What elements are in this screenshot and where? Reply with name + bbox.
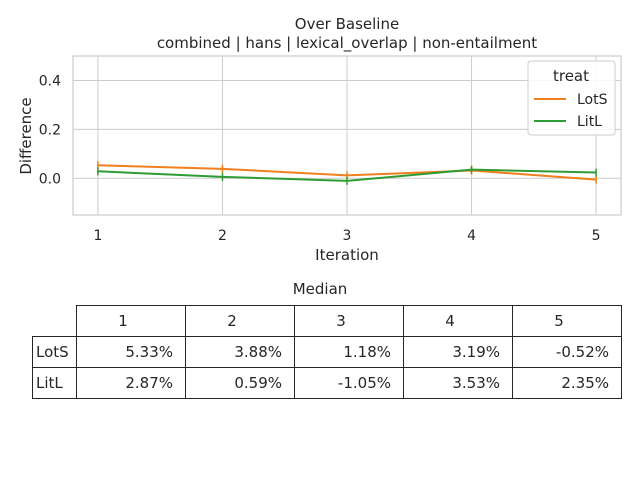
y-tick-label: 0.0 bbox=[39, 171, 61, 187]
table-cell: 2.35% bbox=[512, 366, 622, 399]
y-axis-label: Difference bbox=[17, 97, 35, 174]
legend: treat LotS LitL bbox=[527, 60, 616, 136]
legend-label-LitL: LitL bbox=[577, 114, 602, 130]
table-row: LotS 5.33% 3.88% 1.18% 3.19% -0.52% bbox=[32, 335, 622, 368]
y-tick-label: 0.4 bbox=[39, 73, 61, 89]
table-cell: -0.52% bbox=[512, 335, 622, 368]
row-header: LitL bbox=[32, 366, 77, 399]
row-header: LotS bbox=[32, 335, 77, 368]
column-header: 2 bbox=[185, 305, 295, 337]
table-cell: 1.18% bbox=[294, 335, 404, 368]
column-header: 5 bbox=[512, 305, 622, 337]
table-cell: 0.59% bbox=[185, 366, 295, 399]
table-row: LitL 2.87% 0.59% -1.05% 3.53% 2.35% bbox=[32, 366, 622, 399]
line-chart: Over Baseline combined | hans | lexical_… bbox=[17, 15, 622, 264]
x-axis-label: Iteration bbox=[315, 246, 379, 264]
y-tick-label: 0.2 bbox=[39, 122, 61, 138]
chart-subtitle: combined | hans | lexical_overlap | non-… bbox=[157, 34, 537, 53]
table-cell: 3.88% bbox=[185, 335, 295, 368]
legend-label-LotS: LotS bbox=[577, 92, 608, 108]
table-title: Median bbox=[292, 280, 348, 298]
x-tick-label: 3 bbox=[343, 228, 352, 244]
x-tick-label: 4 bbox=[467, 228, 476, 244]
chart-title: Over Baseline bbox=[295, 15, 399, 33]
legend-title: treat bbox=[553, 67, 589, 85]
column-header: 1 bbox=[76, 305, 186, 337]
legend-box bbox=[527, 60, 616, 136]
x-tick-label: 2 bbox=[218, 228, 227, 244]
table-cell: 3.19% bbox=[403, 335, 513, 368]
table-corner bbox=[33, 306, 77, 337]
series-lines bbox=[97, 161, 597, 185]
table-cell: 3.53% bbox=[403, 366, 513, 399]
plot-frame bbox=[72, 55, 622, 216]
table-cell: 2.87% bbox=[76, 366, 186, 399]
legend-items: LotS LitL bbox=[534, 92, 608, 130]
column-header: 4 bbox=[403, 305, 513, 337]
column-header: 3 bbox=[294, 305, 404, 337]
x-tick-label: 5 bbox=[592, 228, 601, 244]
x-tick-label: 1 bbox=[93, 228, 102, 244]
median-table: 1 2 3 4 5 LotS 5.33% 3.88% 1.18% 3.19% -… bbox=[32, 305, 622, 399]
table-cell: 5.33% bbox=[76, 335, 186, 368]
table-header-row: 1 2 3 4 5 bbox=[33, 305, 622, 337]
table-cell: -1.05% bbox=[294, 366, 404, 399]
tick-labels: 1 2 3 4 5 0.0 0.2 0.4 bbox=[39, 73, 601, 244]
